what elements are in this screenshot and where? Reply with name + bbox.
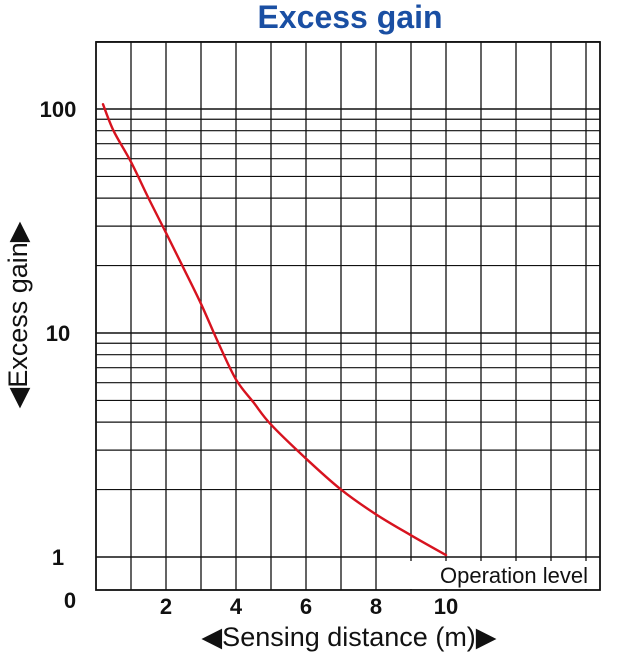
series-layer xyxy=(101,103,448,557)
x-tick-label: 8 xyxy=(370,594,382,619)
x-tick-label: 2 xyxy=(160,594,172,619)
grid-layer xyxy=(95,41,601,591)
series-line xyxy=(101,103,448,557)
tick-label-layer: 2 4 6 8 10 100 10 10 xyxy=(40,97,459,619)
operation-level-label: Operation level xyxy=(440,563,588,588)
y-tick-label: 100 xyxy=(40,97,77,122)
y-floor-label: 0 xyxy=(64,588,76,613)
plot-frame xyxy=(95,41,601,591)
annotation-background xyxy=(392,561,588,589)
x-tick-label: 4 xyxy=(230,594,243,619)
operation-level-annotation: Operation level xyxy=(392,561,588,589)
x-tick-label: 6 xyxy=(300,594,312,619)
x-tick-label: 10 xyxy=(434,594,458,619)
chart-title: Excess gain xyxy=(258,0,443,35)
y-tick-label: 1 xyxy=(52,545,64,570)
x-axis-label: ◀Sensing distance (m)▶ xyxy=(201,622,496,652)
y-tick-label: 10 xyxy=(46,321,70,346)
y-axis-label: ◀Excess gain▶ xyxy=(3,221,33,408)
